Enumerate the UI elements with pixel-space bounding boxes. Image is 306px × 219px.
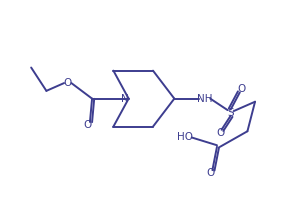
Text: NH: NH	[197, 94, 213, 104]
Text: O: O	[83, 120, 91, 130]
Text: HO: HO	[177, 132, 193, 143]
Text: S: S	[227, 108, 234, 118]
Text: O: O	[64, 78, 72, 88]
Text: O: O	[237, 84, 245, 94]
Text: O: O	[216, 128, 224, 138]
Text: N: N	[121, 94, 129, 104]
Text: O: O	[207, 168, 215, 178]
